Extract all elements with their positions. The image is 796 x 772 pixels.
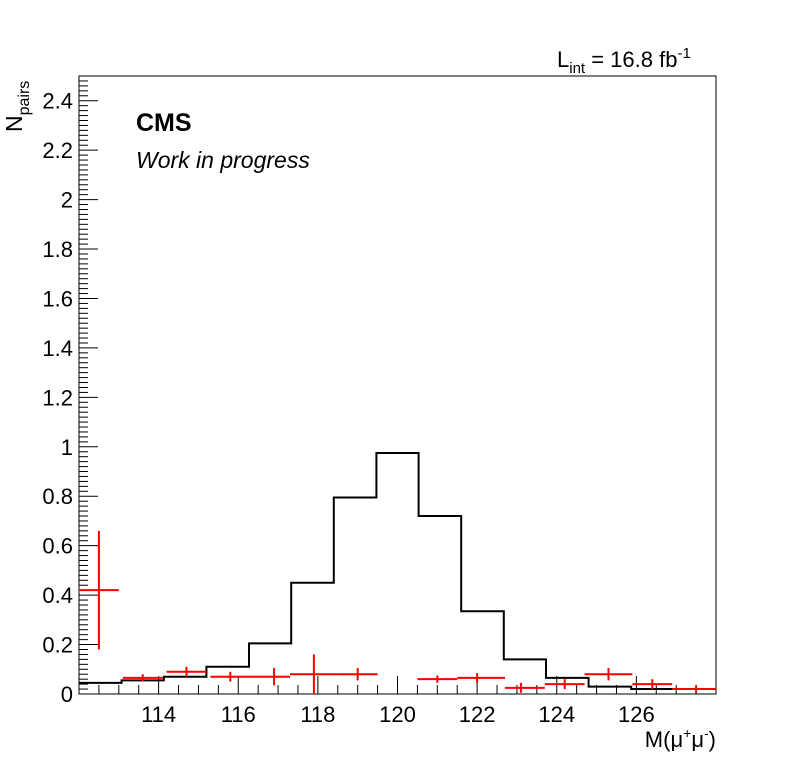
histogram-step-line	[79, 451, 716, 691]
data-point	[544, 679, 585, 690]
luminosity-label: Lint = 16.8 fb-1	[557, 45, 691, 77]
lumi-prefix: L	[557, 47, 569, 72]
data-point	[79, 530, 119, 650]
y-axis-label: Npairs	[1, 81, 33, 132]
data-point	[166, 666, 207, 677]
data-point	[632, 679, 673, 690]
xlabel-prefix: M(	[645, 727, 671, 752]
y-tick-label: 2	[61, 188, 73, 213]
y-tick-label: 0.6	[42, 534, 73, 559]
x-tick-label: 124	[538, 702, 575, 727]
y-tick-label: 0.4	[42, 583, 73, 608]
xlabel-sup-minus: -	[704, 725, 709, 741]
data-point	[504, 682, 545, 693]
data-point	[672, 685, 716, 693]
ylabel-main: N	[1, 115, 27, 132]
x-tick-label: 120	[379, 702, 416, 727]
x-tick-label: 118	[300, 702, 335, 727]
xlabel-mu2: μ	[691, 727, 704, 752]
x-tick-label: 122	[459, 702, 496, 727]
data-point	[584, 668, 633, 681]
data-point	[290, 654, 338, 694]
data-point	[250, 668, 291, 686]
experiment-label: CMS	[136, 109, 192, 137]
lumi-value: = 16.8 fb	[585, 47, 677, 72]
y-tick-label: 0	[61, 682, 73, 707]
x-tick-labels: 114 116 118 120 122 124 126	[141, 702, 655, 727]
xlabel-sup-plus: +	[683, 725, 691, 741]
xlabel-mu1: μ	[670, 727, 683, 752]
data-point	[337, 668, 378, 681]
ylabel-subscript: pairs	[16, 81, 33, 116]
y-tick-label: 1.2	[42, 385, 73, 410]
data-point	[457, 672, 505, 683]
y-tick-label: 0.2	[42, 633, 73, 658]
status-label: Work in progress	[136, 147, 310, 173]
x-tick-label: 126	[618, 702, 655, 727]
x-tick-label: 114	[141, 702, 176, 727]
data-points-series	[79, 530, 716, 694]
data-point	[210, 671, 251, 682]
x-tick-label: 116	[221, 702, 256, 727]
y-tick-label: 1.4	[42, 336, 73, 361]
y-tick-label: 2.2	[42, 138, 73, 163]
y-tick-label: 1.6	[42, 286, 73, 311]
xlabel-suffix: )	[709, 727, 716, 752]
x-axis-label: M(μ+μ-)	[645, 725, 716, 752]
y-tick-label: 0.8	[42, 484, 73, 509]
y-tick-labels: 0 0.2 0.4 0.6 0.8 1 1.2 1.4 1.6 1.8 2 2.2 2.4	[42, 89, 73, 707]
data-point	[122, 674, 163, 682]
histogram-series	[79, 451, 716, 691]
lumi-subscript: int	[569, 60, 586, 77]
y-tick-label: 2.4	[42, 89, 73, 114]
y-tick-label: 1.8	[42, 237, 73, 262]
y-tick-label: 1	[61, 435, 73, 460]
data-point	[417, 675, 458, 683]
lumi-superscript: -1	[677, 45, 690, 62]
